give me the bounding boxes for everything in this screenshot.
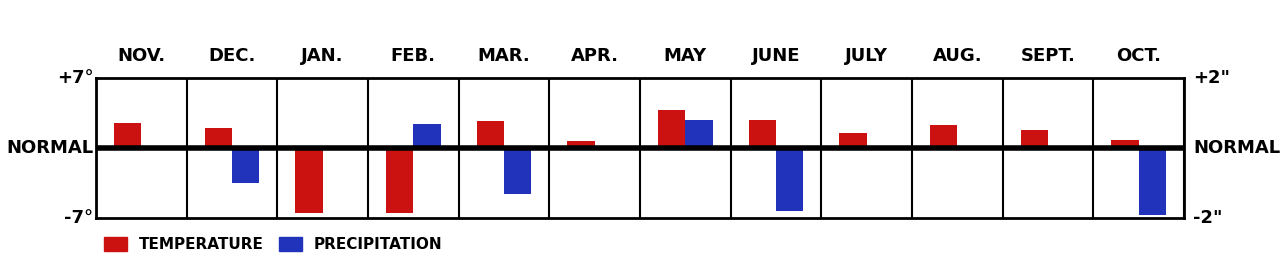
Text: +2": +2" [1193,69,1230,87]
Bar [567,141,595,148]
Bar [1139,148,1166,215]
Bar [114,123,141,148]
Bar [476,122,504,148]
Bar [296,148,323,213]
Bar [658,110,685,148]
Bar [685,120,713,148]
Text: NORMAL: NORMAL [6,139,93,157]
Bar [504,148,531,194]
Text: -2": -2" [1193,209,1222,227]
Bar [840,133,867,148]
Bar [931,125,957,148]
Text: +7°: +7° [56,69,93,87]
Text: NORMAL: NORMAL [1193,139,1280,157]
Text: -7°: -7° [64,209,93,227]
Bar [205,129,232,148]
Bar [749,120,776,148]
Bar [387,148,413,213]
Bar [1020,130,1048,148]
Bar [232,148,259,183]
Legend: TEMPERATURE, PRECIPITATION: TEMPERATURE, PRECIPITATION [104,237,443,252]
Bar [413,124,440,148]
Bar [1111,140,1139,148]
Bar [776,148,804,211]
